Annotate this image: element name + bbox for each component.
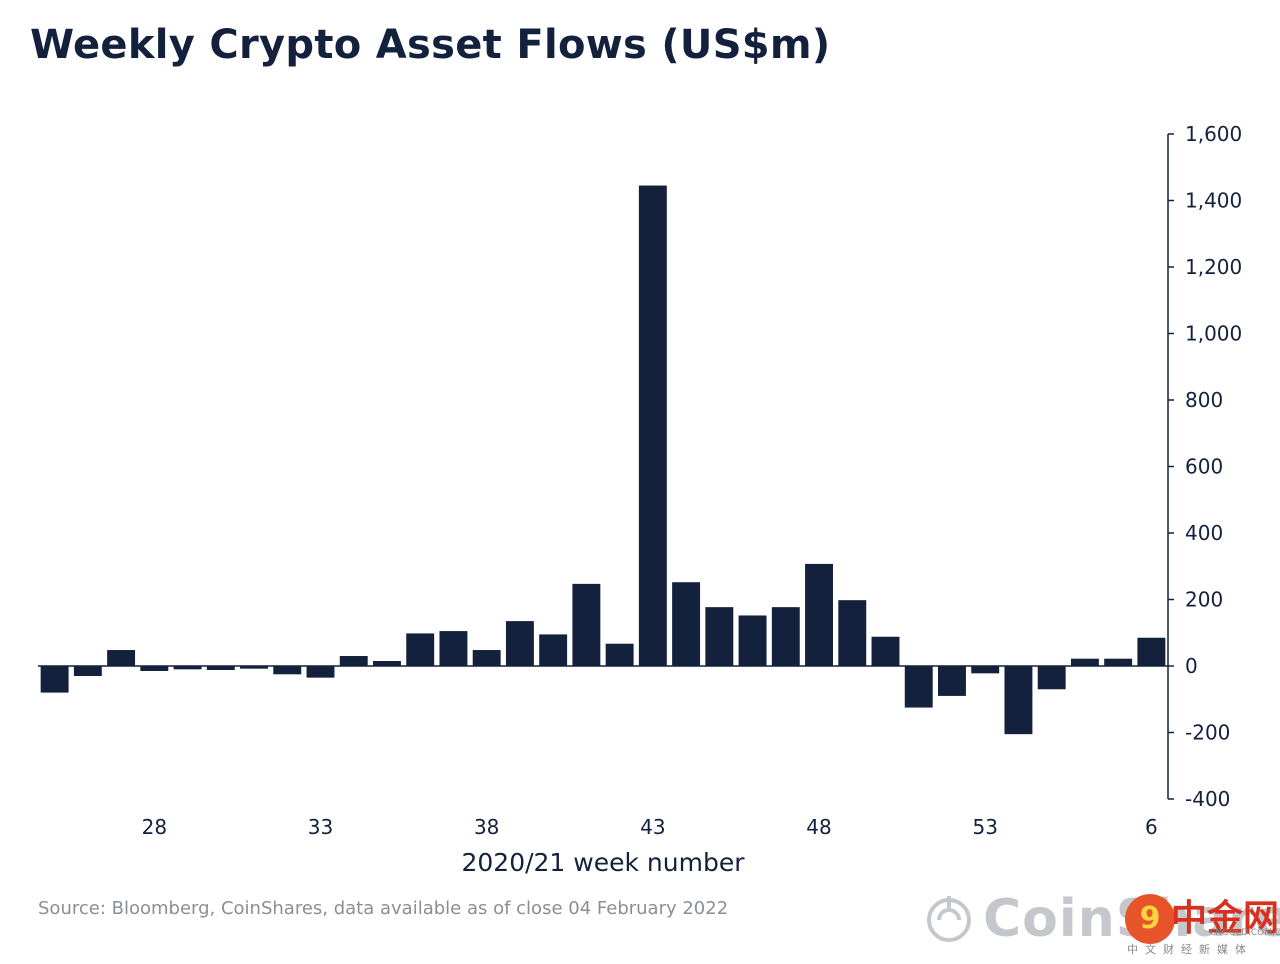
cngold-watermark: 9 中金网 CNGOLD.COM.CN 中文财经新媒体	[1125, 889, 1280, 957]
bar-week-39	[505, 621, 534, 666]
bar-week-29	[173, 666, 202, 670]
chart-title: Weekly Crypto Asset Flows (US$m)	[30, 22, 831, 68]
y-tick-label: 600	[1185, 455, 1223, 479]
bar-week-30	[206, 666, 235, 670]
bar-week-32	[273, 666, 302, 675]
x-tick-label: 38	[474, 815, 499, 839]
bar-week-33	[306, 666, 335, 678]
bar-week-26	[73, 666, 102, 676]
bar-week-25	[40, 666, 69, 693]
x-tick-label: 33	[308, 815, 333, 839]
coinshares-logo-icon	[927, 896, 971, 942]
bar-week-42	[605, 643, 634, 666]
cngold-domain: CNGOLD.COM.CN	[1209, 928, 1280, 938]
y-tick-label: -200	[1185, 721, 1230, 745]
watermark: CoinShares 9 中金网 CNGOLD.COM.CN 中文财经新媒体	[925, 885, 1280, 960]
bar-week-41	[572, 583, 601, 666]
bar-week-43	[638, 185, 667, 667]
bar-week-47	[771, 607, 800, 666]
bar-week-35	[373, 661, 401, 666]
bar-week-57	[1104, 658, 1133, 666]
cngold-tagline: 中文财经新媒体	[1127, 943, 1253, 956]
bar-week-48	[805, 563, 833, 666]
bar-week-49	[838, 600, 867, 666]
x-tick-label: 28	[142, 815, 167, 839]
y-tick-label: 400	[1185, 521, 1223, 545]
bar-week-38	[472, 650, 501, 666]
bar-week-28	[140, 666, 169, 671]
bar-week-31	[240, 666, 268, 669]
y-tick-label: -400	[1185, 787, 1230, 811]
x-tick-label: 48	[806, 815, 831, 839]
x-tick-label: 53	[972, 815, 997, 839]
bar-week-46	[738, 615, 767, 666]
y-tick-label: 1,200	[1185, 255, 1242, 279]
cngold-brand: 中金网	[1171, 898, 1280, 939]
bar-week-44	[672, 582, 701, 666]
bar-week-51	[904, 666, 933, 708]
bar-week-55	[1037, 666, 1066, 690]
y-tick-label: 1,000	[1185, 322, 1242, 346]
bar-week-45	[705, 607, 734, 666]
bar-week-56	[1070, 658, 1099, 666]
bar-week-40	[539, 634, 568, 666]
x-tick-label: 6	[1145, 815, 1158, 839]
y-tick-label: 200	[1185, 588, 1223, 612]
bar-week-52	[938, 666, 966, 696]
bar-week-36	[406, 633, 435, 666]
x-axis-title: 2020/21 week number	[461, 848, 745, 877]
cngold-logo-icon: 9	[1125, 894, 1175, 944]
x-tick-label: 43	[640, 815, 665, 839]
bar-week-53	[971, 666, 1000, 674]
y-tick-label: 1,400	[1185, 189, 1242, 213]
bar-week-37	[439, 631, 468, 666]
y-tick-label: 0	[1185, 654, 1198, 678]
bar-week-54	[1004, 666, 1033, 735]
bar-week-6	[1137, 637, 1166, 666]
y-tick-label: 800	[1185, 388, 1223, 412]
bar-week-27	[107, 650, 136, 666]
bar-week-34	[339, 656, 368, 666]
source-note: Source: Bloomberg, CoinShares, data avai…	[38, 898, 729, 919]
bar-week-50	[871, 636, 900, 666]
y-tick-label: 1,600	[1185, 122, 1242, 146]
